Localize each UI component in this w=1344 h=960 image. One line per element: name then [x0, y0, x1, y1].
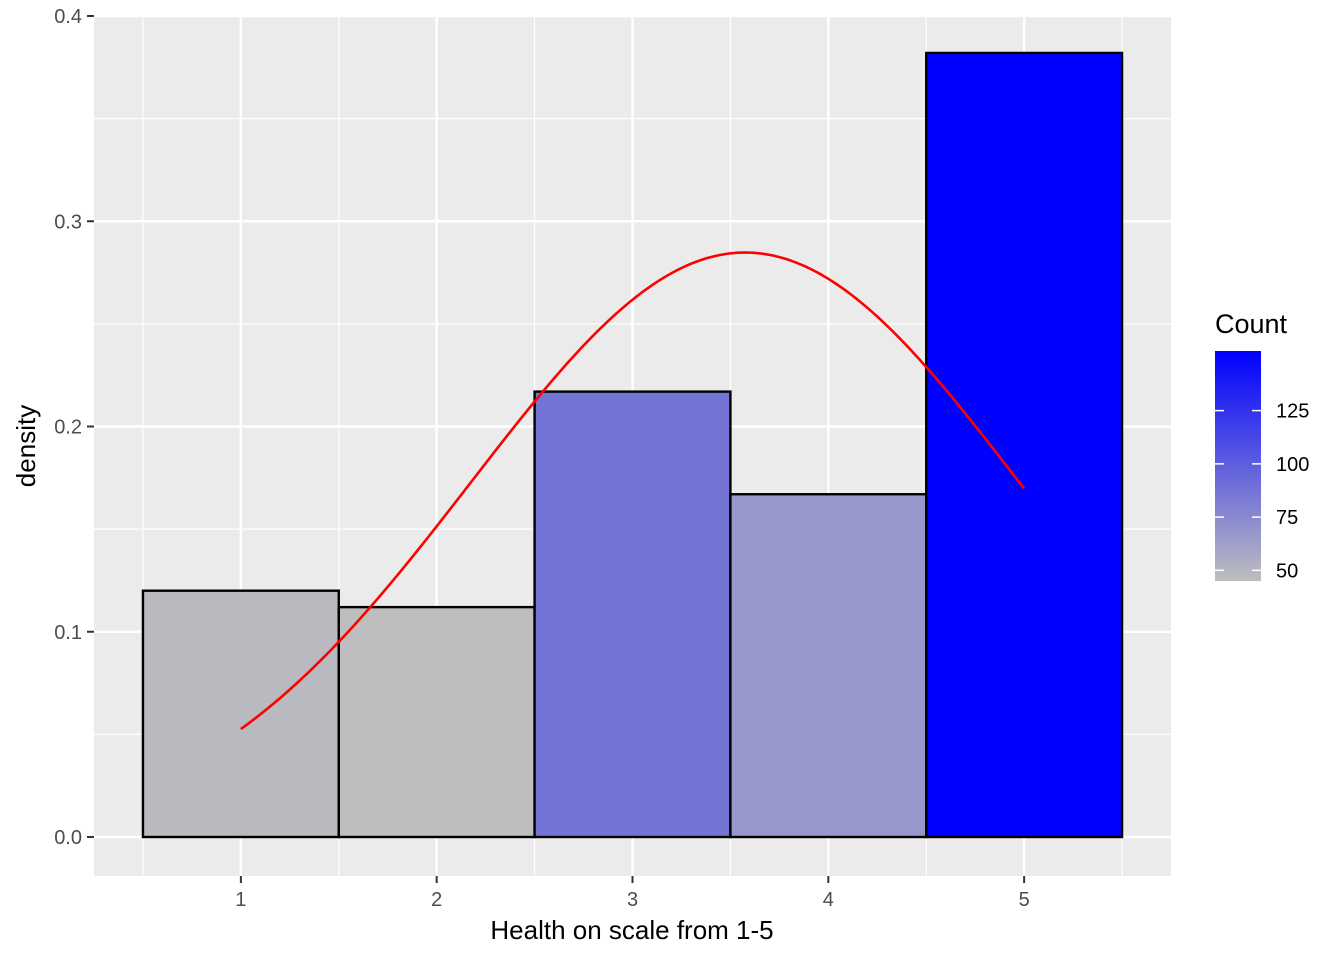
x-axis-title: Health on scale from 1-5 — [490, 915, 773, 945]
y-tick-label: 0.2 — [54, 417, 82, 439]
x-tick-label: 3 — [627, 889, 638, 911]
histogram-bar — [925, 51, 1124, 839]
y-tick-label: 0.1 — [54, 622, 82, 644]
x-tick-label: 2 — [431, 889, 442, 911]
y-tick-label: 0.3 — [54, 211, 82, 233]
x-tick-label: 4 — [823, 889, 834, 911]
histogram-bar — [337, 605, 536, 839]
legend: Count 50 75 100 125 — [1215, 309, 1309, 582]
legend-ticks: 50 75 100 125 — [1215, 401, 1309, 582]
histogram-bar — [141, 589, 340, 839]
density-curve — [240, 251, 1026, 731]
legend-title: Count — [1215, 309, 1288, 339]
legend-colorbar — [1215, 351, 1261, 581]
y-tick-label: 0.0 — [54, 827, 82, 849]
legend-tick-label: 50 — [1276, 560, 1298, 582]
x-tick-label: 5 — [1019, 889, 1030, 911]
histogram-bar — [729, 493, 928, 839]
x-tick-label: 1 — [235, 889, 246, 911]
histogram-bar — [533, 390, 732, 839]
legend-tick-label: 125 — [1276, 401, 1309, 423]
axes: 0.0 0.1 0.2 0.3 0.4 1 2 3 4 5 — [54, 6, 1030, 911]
histogram-bars — [141, 51, 1124, 839]
legend-tick-label: 100 — [1276, 454, 1309, 476]
y-tick-label: 0.4 — [54, 6, 82, 28]
y-axis-title: density — [11, 405, 41, 487]
legend-tick-label: 75 — [1276, 507, 1298, 529]
